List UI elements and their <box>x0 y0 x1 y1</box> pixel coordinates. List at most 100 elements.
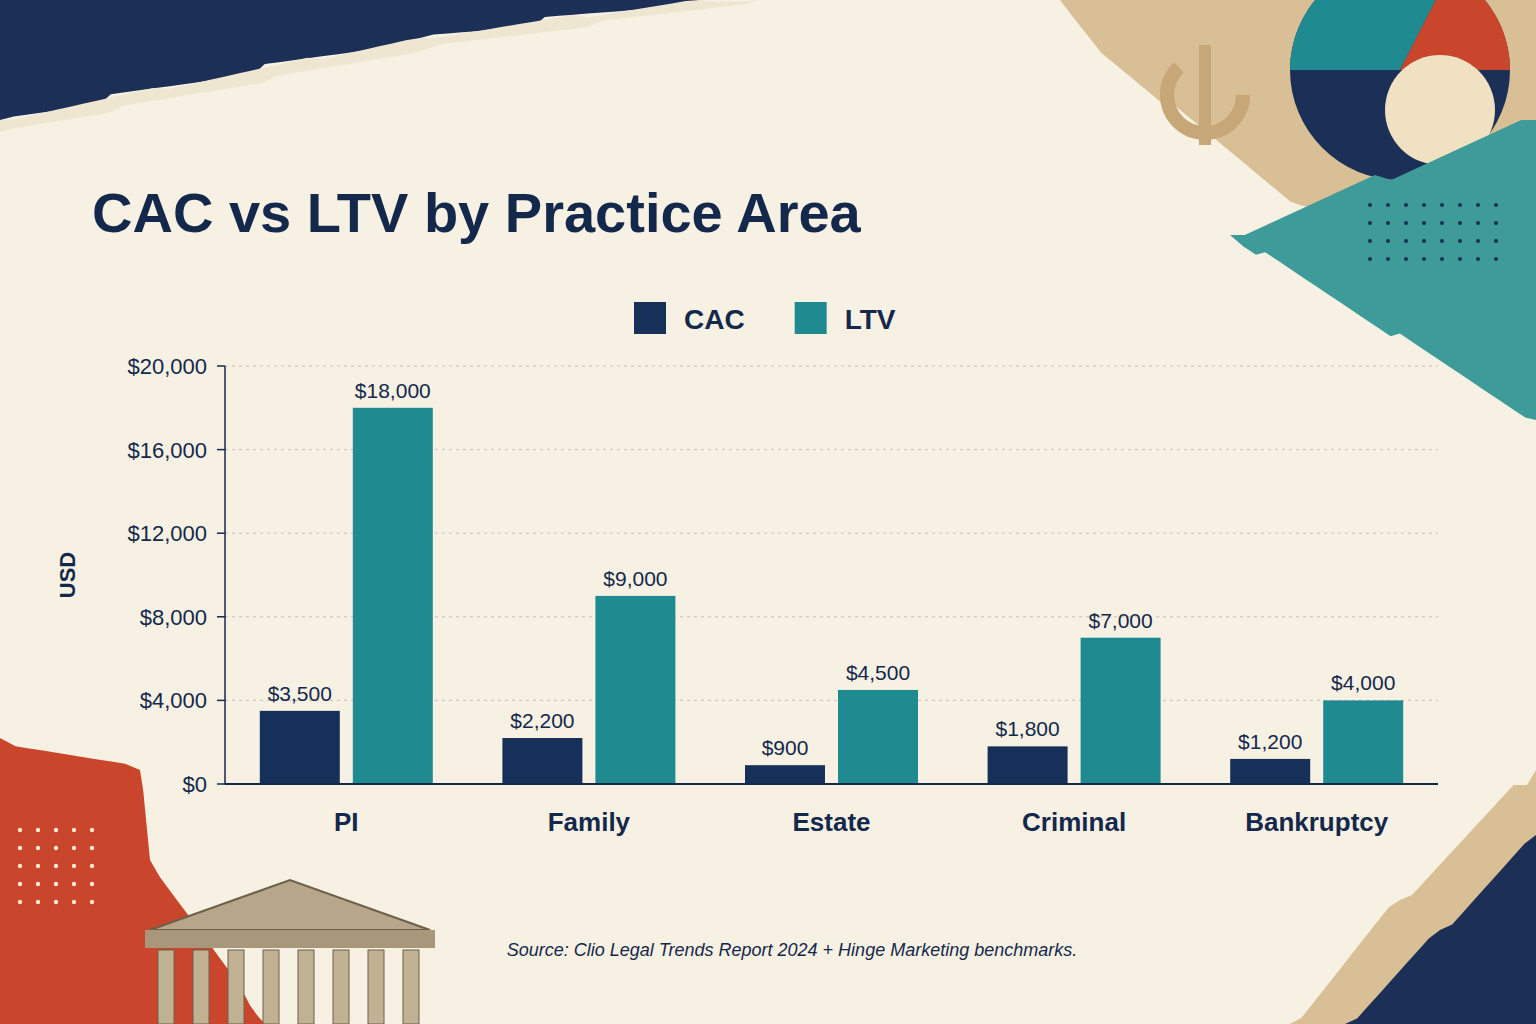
dot-deco <box>1422 257 1426 261</box>
dot-deco <box>90 846 94 850</box>
tick-label: $20,000 <box>127 354 207 379</box>
bar <box>1230 759 1310 784</box>
background <box>0 0 1536 1024</box>
dot-deco <box>54 882 58 886</box>
dot-deco <box>1440 257 1444 261</box>
grid-line <box>225 366 1438 367</box>
dot-deco <box>90 864 94 868</box>
dot-deco <box>1386 239 1390 243</box>
dot-deco <box>1440 239 1444 243</box>
category-label: Family <box>548 807 631 837</box>
dot-deco <box>36 900 40 904</box>
dot-deco <box>90 828 94 832</box>
tick-mark <box>217 783 225 785</box>
dot-deco <box>72 828 76 832</box>
dot-deco <box>18 882 22 886</box>
data-label: $9,000 <box>603 567 667 590</box>
bar <box>260 711 340 784</box>
tick-mark <box>217 449 225 451</box>
dot-deco <box>54 828 58 832</box>
tick-label: $8,000 <box>140 605 207 630</box>
courthouse-deco <box>145 880 435 1024</box>
category-label: Bankruptcy <box>1245 807 1389 837</box>
dot-deco <box>1368 257 1372 261</box>
courthouse-column <box>193 950 209 1024</box>
courthouse-column <box>228 950 244 1024</box>
data-label: $18,000 <box>355 379 431 402</box>
dot-deco <box>1368 239 1372 243</box>
dollar-deco <box>1199 45 1211 145</box>
courthouse-beam <box>145 930 435 948</box>
dot-deco <box>1422 203 1426 207</box>
dot-deco <box>1386 203 1390 207</box>
grid <box>217 366 1438 784</box>
dot-deco <box>36 846 40 850</box>
data-label: $2,200 <box>510 709 574 732</box>
dot-deco <box>1458 239 1462 243</box>
dot-deco <box>1368 203 1372 207</box>
bar <box>595 596 675 784</box>
dot-deco <box>36 864 40 868</box>
dot-deco <box>1476 239 1480 243</box>
courthouse-roof <box>150 880 430 930</box>
dot-deco <box>54 864 58 868</box>
courthouse-column <box>368 950 384 1024</box>
dot-deco <box>36 882 40 886</box>
dot-deco <box>18 864 22 868</box>
dot-deco <box>1422 239 1426 243</box>
decorations <box>0 0 1536 1024</box>
bars <box>260 408 1403 784</box>
legend-label: LTV <box>845 304 896 335</box>
torn-paper <box>1345 835 1536 1024</box>
dot-deco <box>1476 257 1480 261</box>
data-label: $900 <box>762 736 809 759</box>
tick-mark <box>217 532 225 534</box>
tick-label: $0 <box>183 772 207 797</box>
data-label: $4,500 <box>846 661 910 684</box>
dot-deco <box>1476 221 1480 225</box>
courthouse-column <box>158 950 174 1024</box>
bar <box>838 690 918 784</box>
dot-deco <box>72 846 76 850</box>
axis-title: USD <box>55 552 80 598</box>
tick-mark <box>217 616 225 618</box>
tick-label: $12,000 <box>127 521 207 546</box>
dot-deco <box>1386 221 1390 225</box>
bar <box>1323 700 1403 784</box>
x-axis <box>225 783 1438 785</box>
legend-swatch <box>634 302 666 334</box>
dot-deco <box>1494 203 1498 207</box>
dot-deco <box>1494 257 1498 261</box>
dot-deco <box>36 828 40 832</box>
dot-deco <box>18 828 22 832</box>
legend-label: CAC <box>684 304 745 335</box>
legend-swatch <box>795 302 827 334</box>
data-label: $4,000 <box>1331 671 1395 694</box>
dot-deco <box>1440 221 1444 225</box>
dot-deco <box>1476 203 1480 207</box>
courthouse-column <box>298 950 314 1024</box>
tick-label: $4,000 <box>140 688 207 713</box>
dot-deco <box>1404 257 1408 261</box>
title: CAC vs LTV by Practice Area <box>92 181 862 244</box>
dot-deco <box>54 900 58 904</box>
dot-deco <box>18 846 22 850</box>
legend: CAC LTV <box>634 302 896 335</box>
courthouse-column <box>333 950 349 1024</box>
category-label: Estate <box>792 807 870 837</box>
dot-deco <box>1458 221 1462 225</box>
tick-mark <box>217 365 225 367</box>
dot-deco <box>72 864 76 868</box>
dot-deco <box>1494 221 1498 225</box>
dot-deco <box>1458 203 1462 207</box>
dot-deco <box>18 900 22 904</box>
courthouse-column <box>263 950 279 1024</box>
category-label: PI <box>334 807 359 837</box>
dot-deco <box>90 882 94 886</box>
dot-deco <box>1404 203 1408 207</box>
dot-deco <box>1368 221 1372 225</box>
torn-paper <box>1230 120 1536 420</box>
tick-label: $16,000 <box>127 438 207 463</box>
dot-deco <box>1404 221 1408 225</box>
data-label: $1,800 <box>995 717 1059 740</box>
